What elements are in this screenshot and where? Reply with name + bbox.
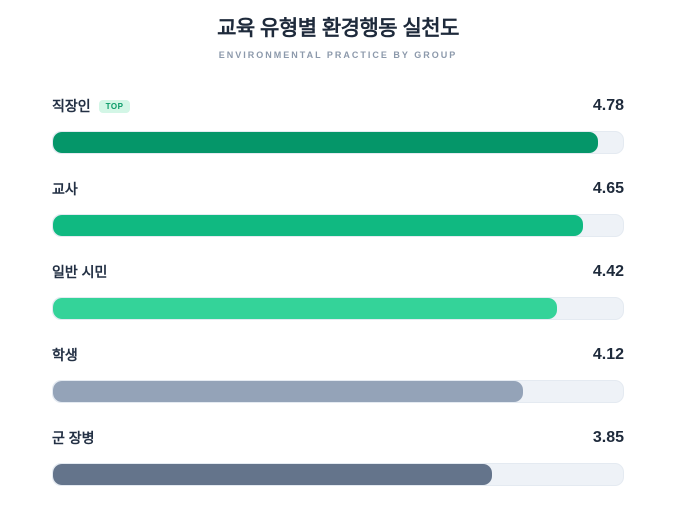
bar-label-group: 일반 시민 (52, 262, 107, 282)
value-label: 4.12 (592, 346, 624, 363)
bar-fill (53, 381, 523, 402)
bar-row: 직장인 TOP 4.78 (52, 96, 624, 154)
bar-track (52, 214, 624, 237)
bar-label-group: 군 장병 (52, 428, 95, 448)
bar-row: 일반 시민 4.42 (52, 262, 624, 320)
bar-track (52, 380, 624, 403)
bar-row-head: 일반 시민 4.42 (52, 262, 624, 282)
value-label: 4.42 (592, 263, 624, 280)
bar-row: 군 장병 3.85 (52, 428, 624, 486)
bar-track (52, 463, 624, 486)
bar-row-head: 교사 4.65 (52, 179, 624, 199)
bar-label-group: 직장인 TOP (52, 96, 131, 116)
bar-fill (53, 298, 557, 319)
category-label: 교사 (52, 181, 78, 197)
bar-label-group: 교사 (52, 179, 78, 199)
bar-row: 학생 4.12 (52, 345, 624, 403)
chart-header: 교육 유형별 환경행동 실천도 ENVIRONMENTAL PRACTICE B… (52, 16, 624, 60)
bar-row-head: 직장인 TOP 4.78 (52, 96, 624, 116)
top-badge: TOP (98, 99, 131, 113)
category-label: 일반 시민 (52, 264, 108, 280)
category-label: 군 장병 (52, 430, 95, 446)
category-label: 학생 (52, 347, 78, 363)
value-label: 4.65 (592, 180, 624, 197)
chart-subtitle: ENVIRONMENTAL PRACTICE BY GROUP (218, 50, 458, 60)
bar-label-group: 학생 (52, 345, 78, 365)
bar-row: 교사 4.65 (52, 179, 624, 237)
value-label: 4.78 (592, 97, 624, 114)
bar-track (52, 297, 624, 320)
bar-fill (53, 464, 492, 485)
bar-fill (53, 215, 584, 236)
bar-row-head: 군 장병 3.85 (52, 428, 624, 448)
bar-row-head: 학생 4.12 (52, 345, 624, 365)
category-label: 직장인 (52, 98, 91, 114)
bar-fill (53, 132, 598, 153)
chart-title: 교육 유형별 환경행동 실천도 (217, 17, 459, 40)
bar-track (52, 131, 624, 154)
value-label: 3.85 (592, 429, 624, 446)
bar-rows-container: 직장인 TOP 4.78 교사 4.65 일반 시민 4.42 (52, 96, 624, 486)
